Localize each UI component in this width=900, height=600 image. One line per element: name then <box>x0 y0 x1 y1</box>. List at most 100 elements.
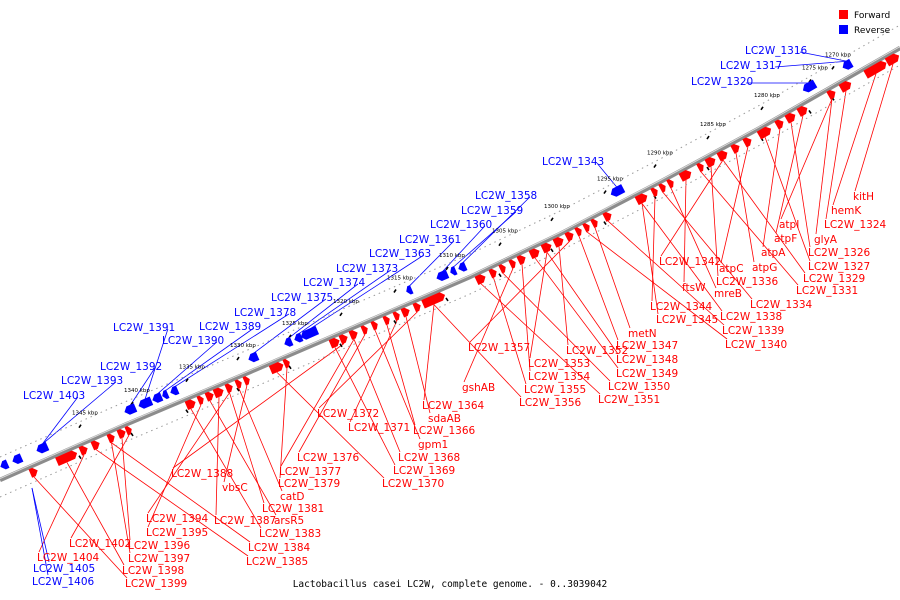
forward-gene-label: sdaAB <box>428 413 461 425</box>
forward-gene-arrow <box>498 264 506 274</box>
tick-mark <box>808 109 812 114</box>
forward-gene-label: LC2W_1376 <box>297 452 360 464</box>
leader-line <box>190 408 262 529</box>
tick-label: 1295 kbp <box>597 177 623 183</box>
forward-gene-label: LC2W_1385 <box>246 556 308 568</box>
leader-line <box>318 311 418 409</box>
tick-label: 1320 kbp <box>333 299 359 305</box>
tick-mark <box>393 289 397 293</box>
forward-gene-label: LC2W_1345 <box>656 314 718 326</box>
reverse-gene-arrow <box>842 58 854 70</box>
leader-line <box>66 462 125 566</box>
reverse-gene-arrow <box>294 332 304 343</box>
leader-line <box>147 392 230 514</box>
leader-line <box>156 341 218 395</box>
reverse-gene-label: LC2W_1403 <box>23 390 85 402</box>
tick-label: 1280 kbp <box>754 93 780 99</box>
reverse-legend-swatch <box>839 25 848 34</box>
genome-caption: Lactobacillus casei LC2W, complete genom… <box>293 579 608 590</box>
reverse-gene-label: LC2W_1378 <box>234 307 296 319</box>
leader-line <box>38 454 85 553</box>
reverse-gene-arrow <box>284 336 294 347</box>
reverse-gene-label: LC2W_1391 <box>113 322 175 334</box>
reverse-gene-arrow <box>162 389 170 400</box>
leader-line <box>423 304 435 401</box>
forward-gene-arrow <box>730 144 740 154</box>
reverse-gene-label: LC2W_1360 <box>430 219 492 231</box>
reverse-gene-label: LC2W_1375 <box>271 292 333 304</box>
tick-label: 1290 kbp <box>647 151 673 157</box>
reverse-gene-arrow <box>152 392 164 403</box>
leader-line <box>374 330 421 440</box>
tick-label: 1325 kbp <box>282 321 308 327</box>
forward-gene-label: atpC <box>719 263 744 275</box>
leader-line <box>452 211 517 268</box>
leader-line <box>441 225 486 273</box>
leader-line <box>461 196 531 264</box>
leader-line <box>534 257 619 369</box>
forward-gene-label: atpI <box>779 219 799 231</box>
forward-gene-label: LC2W_1354 <box>528 371 591 383</box>
tick-mark <box>603 221 607 226</box>
forward-gene-label: LC2W_1338 <box>720 311 782 323</box>
forward-gene-arrow <box>234 379 242 389</box>
tick-label: 1340 kbp <box>124 388 150 394</box>
leader-line <box>172 343 345 469</box>
tick-mark <box>445 266 449 271</box>
forward-gene-label: LC2W_1327 <box>808 261 870 273</box>
genome-axis <box>0 46 900 483</box>
reverse-gene-arrow <box>0 459 10 470</box>
tick-mark <box>393 320 397 324</box>
tick-mark <box>831 65 835 70</box>
forward-gene-arrow <box>516 255 526 265</box>
forward-gene-label: LC2W_1364 <box>422 400 485 412</box>
tick-mark <box>706 166 710 171</box>
reverse-gene-arrow <box>248 351 260 363</box>
leader-line <box>70 434 130 539</box>
reverse-gene-label: LC2W_1363 <box>369 248 431 260</box>
forward-gene-label: LC2W_1381 <box>262 503 324 515</box>
forward-gene-arrow <box>196 395 204 406</box>
forward-gene-arrow <box>242 376 250 386</box>
leader-line <box>41 381 117 445</box>
forward-gene-arrow <box>508 259 516 269</box>
leader-line <box>31 487 49 576</box>
leader-line <box>144 328 169 400</box>
leader-line <box>775 115 804 234</box>
forward-gene-arrow <box>564 231 574 242</box>
leader-line <box>164 327 255 392</box>
genome-axis-highlight <box>0 46 900 479</box>
tick-mark <box>288 365 292 370</box>
tick-mark <box>498 242 502 247</box>
forward-gene-label: LC2W_1397 <box>128 553 190 565</box>
forward-gene-arrow <box>348 330 358 340</box>
leader-line <box>815 98 833 235</box>
reverse-gene-label: LC2W_1317 <box>720 60 782 72</box>
forward-gene-label: LC2W_1348 <box>616 354 678 366</box>
leader-line <box>111 442 131 554</box>
forward-gene-label: LC2W_1402 <box>69 538 131 550</box>
forward-gene-arrow <box>28 467 38 478</box>
forward-gene-label: LC2W_1340 <box>725 339 787 351</box>
forward-gene-arrow <box>696 162 704 173</box>
reverse-gene-arrow <box>406 285 414 295</box>
forward-gene-label: LC2W_1350 <box>608 381 670 393</box>
tick-mark <box>706 135 710 140</box>
forward-legend-swatch <box>839 10 848 19</box>
reverse-gene-label: LC2W_1320 <box>691 76 753 88</box>
forward-gene-arrow <box>90 440 100 451</box>
forward-gene-label: LC2W_1387 <box>214 515 276 527</box>
forward-gene-label: atpG <box>752 262 777 274</box>
forward-gene-arrow <box>590 218 598 229</box>
leader-line <box>129 367 156 406</box>
reverse-gene-label: LC2W_1373 <box>336 263 398 275</box>
leader-line <box>121 438 131 541</box>
forward-gene-label: atpA <box>761 247 786 259</box>
leader-line <box>353 339 401 453</box>
forward-gene-label: hemK <box>831 205 862 217</box>
forward-gene-label: ftsW <box>682 282 706 294</box>
forward-gene-arrow <box>742 137 752 148</box>
forward-gene-arrow <box>382 315 390 326</box>
leader-line <box>790 122 811 248</box>
gene-label: LC2W_1405 <box>33 563 95 575</box>
